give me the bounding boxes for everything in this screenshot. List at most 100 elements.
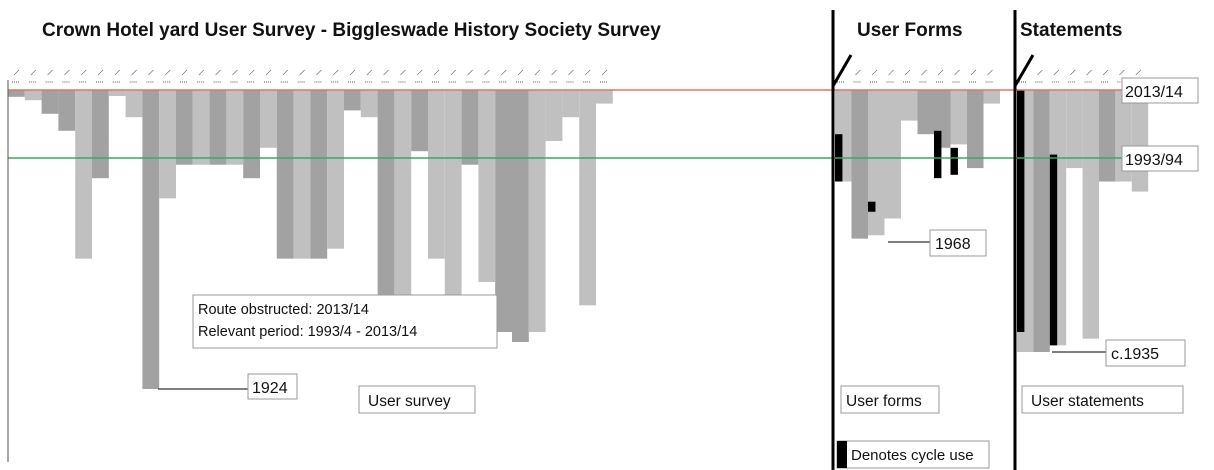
statements-bar-4 (1066, 90, 1083, 169)
survey-bar-10 (159, 90, 176, 199)
survey-bar-18 (293, 90, 311, 259)
survey-bar-7 (108, 90, 126, 96)
legend-box (836, 440, 990, 469)
survey-bar-6 (92, 90, 109, 179)
header-tick-2-6 (1119, 69, 1125, 76)
survey-bar-26 (428, 90, 445, 259)
survey-bar-5 (75, 90, 92, 259)
header-tick-1-4 (904, 69, 911, 76)
forms-bar-4 (884, 90, 901, 219)
header-tick-0-2 (47, 69, 53, 76)
header-tick-0-4 (80, 69, 87, 76)
divider-statements-slant (1013, 54, 1035, 87)
forms-cycle-8 (950, 147, 958, 175)
survey-bar-12 (192, 90, 210, 165)
callout-1924: 1924 (252, 380, 288, 397)
header-tick-1-9 (987, 69, 993, 76)
header-tick-1-3 (888, 69, 894, 76)
reference-label-2013: 2013/14 (1125, 84, 1183, 101)
statements-bars (1017, 90, 1149, 352)
callout-1968: 1968 (935, 236, 971, 253)
forms-bar-8 (950, 90, 967, 145)
header-tick-0-16 (282, 69, 289, 76)
label-box-2013 (1121, 77, 1199, 104)
header-tick-0-25 (433, 69, 440, 76)
survey-bar-15 (243, 90, 260, 179)
header-tick-2-3 (1069, 69, 1076, 76)
period-line-1: Route obstructed: 2013/14 (198, 302, 369, 318)
title-forms: User Forms (857, 20, 963, 41)
section-label-survey: User survey (368, 393, 451, 410)
callout-box-1924 (247, 373, 298, 400)
header-tick-0-35 (601, 69, 608, 76)
forms-cycle-3 (868, 201, 876, 212)
header-tick-0-6 (114, 69, 121, 76)
header-tick-0-1 (30, 69, 37, 76)
callout-c1935: c.1935 (1111, 346, 1159, 363)
survey-bar-2 (24, 90, 42, 101)
survey-bar-23 (377, 90, 395, 336)
statements-bar-2 (1033, 90, 1050, 352)
header-tick-0-34 (584, 69, 591, 76)
header-tick-1-2 (871, 69, 878, 76)
survey-bar-24 (394, 90, 412, 302)
section-box-forms (840, 385, 940, 414)
header-tick-2-5 (1102, 69, 1109, 76)
header-tick-0-11 (198, 69, 205, 76)
title-survey: Crown Hotel yard User Survey - Biggleswa… (42, 20, 661, 41)
forms-cycle-7 (934, 130, 942, 179)
forms-bar-2 (851, 90, 868, 239)
section-label-forms: User forms (846, 393, 922, 410)
legend-swatch-cycle (837, 441, 847, 468)
header-tick-0-29 (500, 69, 507, 76)
header-tick-0-26 (450, 69, 457, 76)
survey-bar-1 (8, 90, 25, 97)
survey-bar-31 (512, 90, 529, 342)
header-tick-2-1 (1037, 69, 1043, 76)
header-tick-1-6 (937, 69, 944, 76)
header-tick-0-32 (551, 69, 557, 76)
header-tick-2-4 (1086, 69, 1092, 76)
statements-cycle-3 (1049, 154, 1058, 346)
survey-bar-36 (596, 90, 613, 104)
header-tick-0-9 (164, 69, 171, 76)
period-line-2: Relevant period: 1993/4 - 2013/14 (198, 324, 417, 340)
legend-label-cycle: Denotes cycle use (851, 447, 974, 464)
survey-bar-17 (276, 90, 294, 259)
survey-bar-28 (461, 90, 479, 165)
header-tick-2-7 (1135, 69, 1142, 76)
reference-label-1993: 1993/94 (1125, 152, 1183, 169)
survey-bar-27 (444, 90, 462, 326)
header-tick-0-14 (248, 69, 255, 76)
header-tick-0-17 (299, 69, 305, 76)
survey-bar-11 (176, 90, 193, 165)
survey-bar-9 (142, 90, 160, 389)
survey-bars (8, 90, 613, 389)
statements-bar-6 (1099, 90, 1116, 182)
survey-bar-14 (226, 90, 244, 165)
survey-bar-16 (260, 90, 277, 148)
survey-bar-21 (344, 90, 361, 111)
header-tick-1-7 (954, 69, 960, 76)
header-tick-0-28 (484, 69, 490, 76)
statements-bar-8 (1131, 90, 1149, 192)
header-tick-0-21 (366, 69, 373, 76)
survey-bar-25 (411, 90, 428, 152)
forms-bar-5 (901, 90, 918, 121)
survey-bar-30 (495, 90, 512, 332)
divider-forms-slant (831, 54, 853, 87)
callout-box-1935 (1105, 339, 1186, 367)
forms-bar-9 (967, 90, 984, 169)
statements-bar-5 (1082, 90, 1099, 339)
section-box-survey (358, 385, 476, 414)
header-tick-0-33 (568, 69, 574, 76)
survey-bar-4 (58, 90, 76, 131)
period-box (192, 294, 498, 349)
header-tick-0-18 (316, 69, 322, 76)
title-statements: Statements (1020, 20, 1122, 41)
header-tick-0-10 (181, 69, 188, 76)
statements-cycle-1 (1017, 90, 1025, 332)
header-tick-0-5 (97, 69, 104, 76)
forms-bar-10 (983, 90, 1000, 104)
